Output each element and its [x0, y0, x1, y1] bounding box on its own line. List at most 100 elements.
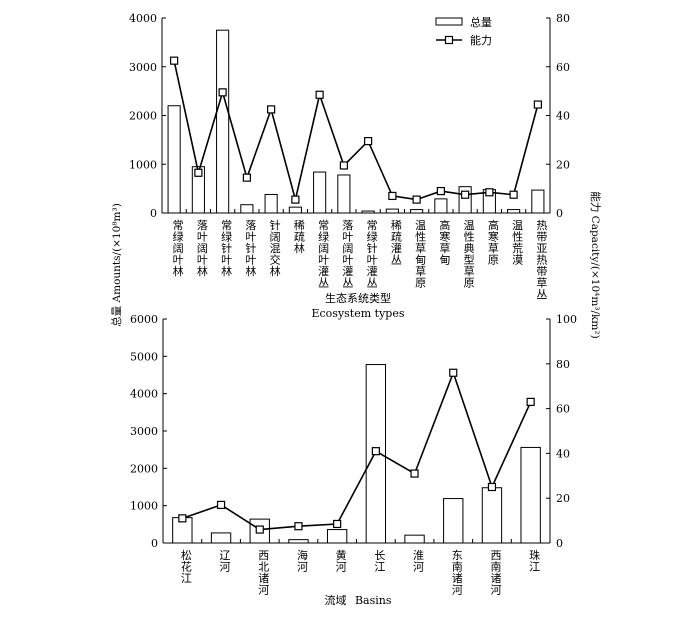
legend-bar-swatch: [435, 17, 463, 26]
chart1-category-label: 常绿针叶灌丛: [367, 219, 378, 290]
chart2-category-label: 黄河: [336, 548, 347, 574]
chart2-y-left-tick-label: 3000: [130, 425, 158, 438]
chart1-category-label: 常绿针叶林: [221, 219, 232, 278]
chart1-bar: [410, 209, 424, 214]
chart1-capacity-point: [364, 136, 373, 146]
chart1-xlabel-en: Ecosystem types: [311, 307, 404, 320]
chart1-category-label: 热带亚热带草丛: [536, 219, 547, 301]
legend: 总量 能力: [435, 15, 492, 47]
chart1-capacity-point: [412, 195, 421, 204]
chart1-capacity-point: [509, 190, 518, 199]
chart2-capacity-point: [526, 397, 535, 406]
chart1-bar: [216, 29, 230, 214]
chart1-y-right-tick-label: 40: [556, 110, 570, 123]
chart2-y-right-tick-label: 80: [556, 358, 570, 371]
chart2-capacity-point: [487, 482, 497, 492]
chart1-bar: [507, 209, 521, 214]
chart2-category-label: 西北诸河: [258, 549, 269, 597]
y-right-title: 能力 Capacity/(×10⁴m³/km²): [589, 191, 602, 338]
ecosystem-chart: 0 1000 2000 3000 4000 0 20 40 60 80 常绿阔叶林 落叶阔叶林 常绿针叶…: [129, 12, 570, 301]
chart2-category-label: 西南诸河: [490, 549, 501, 597]
chart2-y-right-tick-label: 20: [556, 492, 570, 505]
chart2-xlabel-en: Basins: [355, 594, 392, 607]
chart1-bar: [385, 208, 399, 214]
chart1-bar: [264, 193, 278, 214]
chart1-capacity-point: [315, 90, 324, 99]
chart1-category-label: 温性草甸草原: [415, 219, 426, 290]
chart2-y-left-tick-label: 4000: [130, 388, 158, 401]
chart1-y-left-tick-label: 3000: [129, 61, 157, 74]
chart2-y-left-tick-label: 5000: [130, 350, 158, 363]
chart2-xlabel: 流域 Basins: [324, 593, 391, 607]
chart1-y-left-tick-label: 0: [150, 207, 157, 220]
chart1-capacity-line: [173, 60, 539, 201]
chart1-category-label: 落叶针叶林: [245, 219, 256, 278]
chart2-capacity-point: [255, 525, 264, 534]
chart2-capacity-point: [178, 514, 187, 523]
chart2-capacity-line: [182, 370, 532, 531]
chart2-capacity-point: [371, 447, 380, 456]
chart1-y-left-tick-label: 2000: [129, 110, 157, 123]
chart1-capacity-point: [436, 186, 445, 196]
chart1-y-left-tick-label: 4000: [129, 12, 157, 25]
chart2-category-label: 东南诸河: [452, 549, 463, 597]
chart2-y-right-tick-label: 60: [556, 403, 570, 416]
chart2-category-label: 松花江: [181, 548, 192, 585]
chart1-capacity-point: [218, 88, 227, 97]
basin-chart: 0 1000 2000 3000 4000 5000 6000 0 20 40 60 80 100 松花江…: [130, 313, 577, 597]
chart2-bar: [481, 487, 503, 544]
chart2-y-left-tick-label: 0: [151, 537, 158, 550]
chart1-bar: [337, 174, 351, 214]
chart2-bar: [404, 534, 425, 544]
chart1-capacity-point: [267, 105, 276, 114]
chart2-capacity-point: [294, 522, 303, 531]
chart2-bar: [288, 539, 309, 544]
chart1-capacity-point: [533, 100, 542, 109]
chart2-capacity-point: [449, 368, 458, 377]
chart2-category-label: 辽河: [220, 549, 231, 574]
chart1-category-label: 温性典型草原: [464, 219, 475, 290]
chart1-category-label: 温性荒漠: [512, 219, 523, 267]
chart2-category-label: 淮河: [413, 549, 424, 574]
chart1-bar: [167, 105, 181, 214]
chart1-capacity-point: [388, 191, 397, 201]
chart2-category-label: 海河: [297, 548, 308, 574]
chart2-y-right-tick-label: 0: [556, 537, 563, 550]
chart2-y-right-tick-label: 40: [556, 447, 570, 460]
chart1-y-right-tick-label: 20: [556, 158, 570, 171]
chart2-bar: [210, 532, 232, 544]
chart2-y-left-tick-label: 2000: [130, 462, 158, 475]
chart2-bar: [520, 446, 541, 544]
chart1-y-right-tick-label: 60: [556, 61, 570, 74]
chart1-bar: [191, 166, 205, 214]
chart1-category-label: 落叶阔叶林: [197, 219, 208, 278]
chart2-bar: [326, 529, 348, 544]
chart1-y-right-tick-label: 0: [556, 207, 563, 220]
chart2-capacity-point: [216, 500, 226, 510]
chart1-capacity-point: [242, 173, 251, 182]
chart1-category-label: 稀疏灌丛: [391, 219, 402, 267]
chart1-bar: [434, 198, 448, 214]
chart2-bar: [443, 498, 464, 544]
chart1-capacity-point: [461, 190, 470, 199]
chart1-category-label: 稀疏林: [294, 219, 305, 255]
chart1-bar: [240, 204, 254, 214]
chart1-y-left-tick-label: 1000: [129, 158, 157, 171]
chart1-capacity-point: [485, 188, 494, 197]
legend-label-amount: 总量: [470, 15, 492, 29]
chart1-category-label: 针阔混交林: [270, 218, 281, 278]
legend-label-capacity: 能力: [470, 33, 492, 47]
chart2-category-label: 珠江: [529, 548, 540, 574]
legend-line-marker: [444, 35, 454, 45]
chart1-bar: [313, 171, 327, 214]
chart1-category-label: 常绿阔叶灌丛: [318, 219, 329, 290]
chart1-bar: [288, 206, 302, 214]
chart1-capacity-point: [194, 168, 203, 177]
chart1-category-label: 高寒草原: [488, 218, 499, 267]
chart1-category-label: 落叶阔叶灌丛: [342, 219, 353, 290]
chart1-capacity-point: [170, 56, 179, 65]
chart2-y-left-tick-label: 6000: [130, 313, 158, 326]
chart1-xlabel-cn: 生态系统类型: [325, 291, 391, 305]
chart1-bar: [531, 189, 545, 214]
